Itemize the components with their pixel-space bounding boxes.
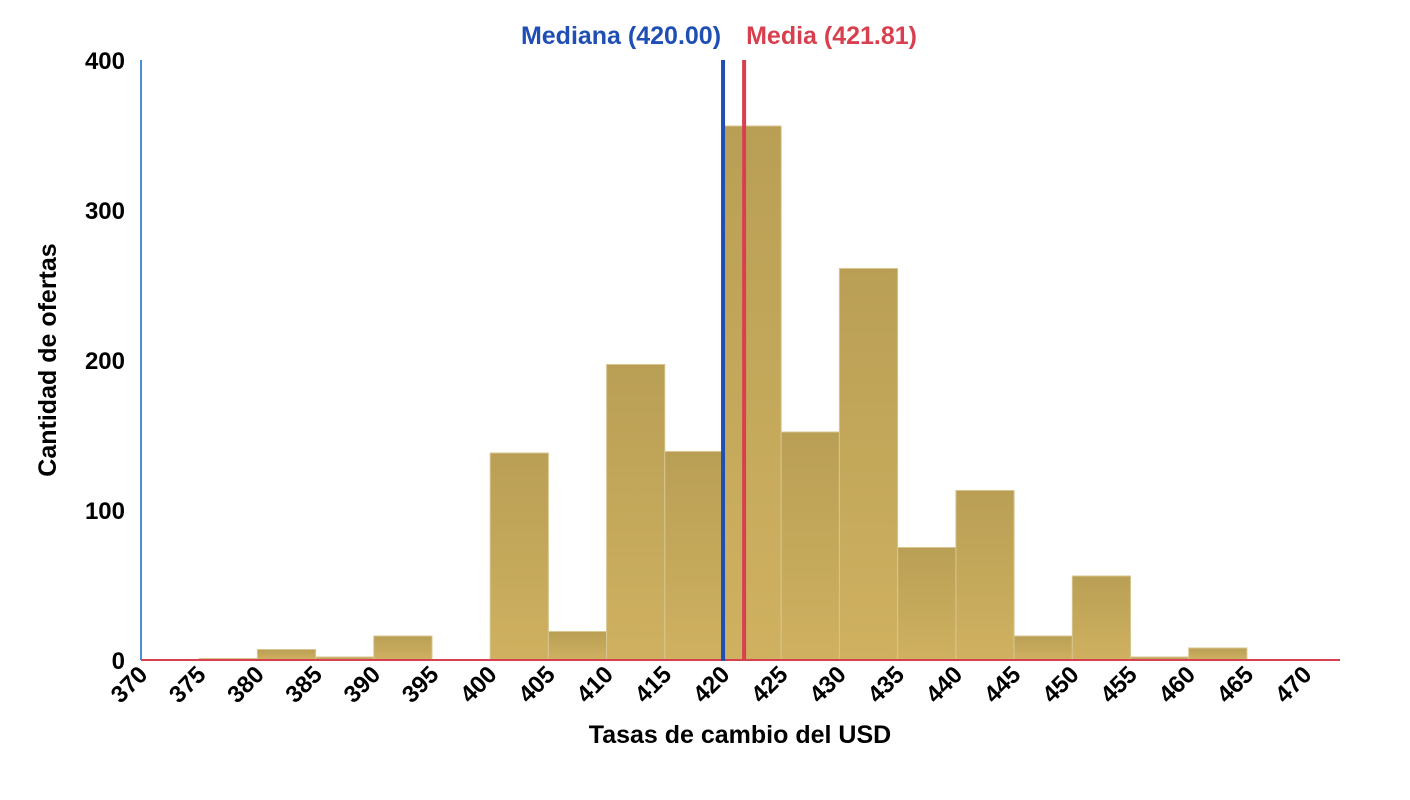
median-label: Mediana (420.00) [521,22,721,50]
mean-label: Media (421.81) [746,22,917,50]
x-tick-label-405: 405 [513,661,560,708]
y-axis-title: Cantidad de ofertas [34,243,62,476]
x-tick-label-450: 450 [1037,661,1084,708]
x-tick-label-455: 455 [1095,661,1142,708]
histogram-bar-450-455 [1071,575,1132,661]
histogram-bar-430-435 [838,268,899,661]
x-tick-label-445: 445 [979,661,1026,708]
x-tick-label-380: 380 [222,661,269,708]
y-tick-labels: 0 100 200 300 400 [85,48,125,675]
x-tick-label-465: 465 [1212,661,1259,708]
histogram-bar-415-420 [664,451,724,661]
x-tick-label-430: 430 [804,661,851,708]
histogram-bar-390-395 [373,635,433,661]
histogram-bar-400-405 [489,452,549,661]
x-tick-label-385: 385 [280,661,327,708]
histogram-bar-425-430 [780,431,840,661]
histogram-bar-410-415 [606,364,666,661]
y-tick-label-400: 400 [85,48,125,75]
y-tick-label-200: 200 [85,348,125,375]
histogram-bar-440-445 [955,490,1015,661]
x-tick-label-440: 440 [921,661,968,708]
y-tick-label-300: 300 [85,198,125,225]
histogram-bar-460-465 [1188,647,1248,661]
histogram-bar-445-450 [1013,635,1073,661]
x-tick-label-400: 400 [455,661,502,708]
bars-group [198,125,1248,661]
x-tick-label-435: 435 [862,661,909,708]
y-tick-label-100: 100 [85,498,125,525]
x-tick-label-415: 415 [630,661,677,708]
x-tick-label-395: 395 [397,661,444,708]
x-tick-label-410: 410 [571,661,618,708]
reference-lines-group: Mediana (420.00) Media (421.81) [521,22,917,661]
x-tick-label-425: 425 [746,661,793,708]
x-tick-labels: 370 375 380 385 390 395 400 405 410 415 420 425 430 4… [106,661,1317,708]
y-tick-label-0: 0 [112,648,125,675]
x-tick-label-460: 460 [1154,661,1201,708]
histogram-bar-420-425 [722,125,782,661]
x-tick-label-390: 390 [339,661,386,708]
histogram-bar-435-440 [897,547,957,661]
x-tick-label-420: 420 [688,661,735,708]
x-tick-label-375: 375 [164,661,211,708]
histogram-bar-380-385 [256,649,317,661]
x-tick-label-470: 470 [1270,661,1317,708]
axes-group [140,60,1340,661]
histogram-bar-405-410 [547,631,608,661]
x-axis-title: Tasas de cambio del USD [589,721,891,749]
